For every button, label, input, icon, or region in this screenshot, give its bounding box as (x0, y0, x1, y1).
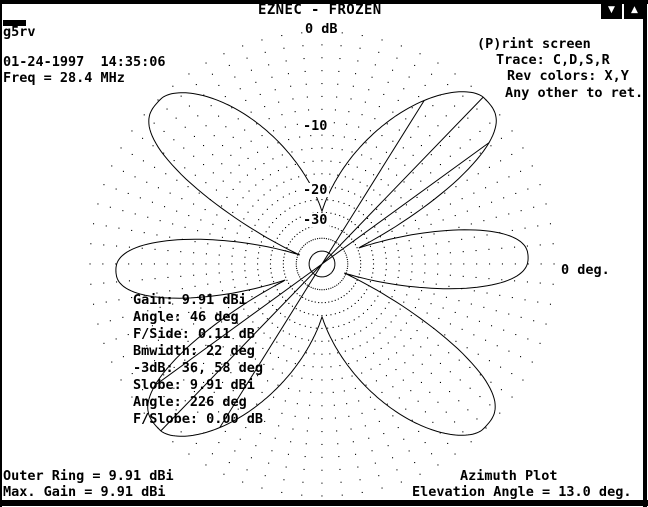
bottom-border (0, 500, 648, 506)
up-triangle-icon: ▲ (631, 5, 638, 15)
frequency: Freq = 28.4 MHz (3, 70, 125, 86)
readout-angle: Angle: 46 deg (133, 309, 239, 325)
readout-3db: -3dB: 36, 58 deg (133, 360, 264, 376)
hint-trace: Trace: C,D,S,R (496, 52, 610, 68)
outer-ring-value: Outer Ring = 9.91 dBi (3, 468, 174, 484)
ring-label-minus30: -30 (301, 212, 330, 228)
readout-f-slobe: F/Slobe: 0.00 dB (133, 411, 264, 427)
antenna-name: g5rv (3, 24, 36, 40)
right-border (643, 0, 647, 507)
down-triangle-icon: ▼ (608, 5, 615, 15)
scroll-down-button[interactable]: ▼ (601, 2, 622, 19)
top-border (0, 0, 648, 4)
hint-any-other: Any other to ret. (505, 85, 644, 101)
ring-label-0db: 0 dB (303, 21, 340, 37)
scroll-up-button[interactable]: ▲ (624, 2, 645, 19)
hint-rev-colors: Rev colors: X,Y (507, 68, 629, 84)
cursor-readout: Gain: 9.91 dBi Angle: 46 deg F/Side: 0.1… (133, 292, 263, 428)
elevation-angle-label: Elevation Angle = 13.0 deg. (412, 484, 632, 500)
zero-deg-label: 0 deg. (561, 262, 610, 278)
ring-label-minus10: -10 (301, 118, 330, 134)
hint-print-screen: (P)rint screen (477, 36, 591, 52)
readout-slobe: Slobe: 9.91 dBi (133, 377, 255, 393)
page-title: EZNEC - FROZEN (258, 2, 382, 18)
readout-bmwidth: Bmwidth: 22 deg (133, 343, 255, 359)
plot-type-label: Azimuth Plot (460, 468, 558, 484)
date-time: 01-24-1997 14:35:06 (3, 54, 166, 70)
readout-gain: Gain: 9.91 dBi (133, 292, 247, 308)
readout-f-side: F/Side: 0.11 dB (133, 326, 255, 342)
selection-marker (3, 20, 26, 26)
max-gain-value: Max. Gain = 9.91 dBi (3, 484, 166, 500)
left-border (0, 0, 2, 507)
ring-label-minus20: -20 (301, 182, 330, 198)
readout-slobe-angle: Angle: 226 deg (133, 394, 247, 410)
